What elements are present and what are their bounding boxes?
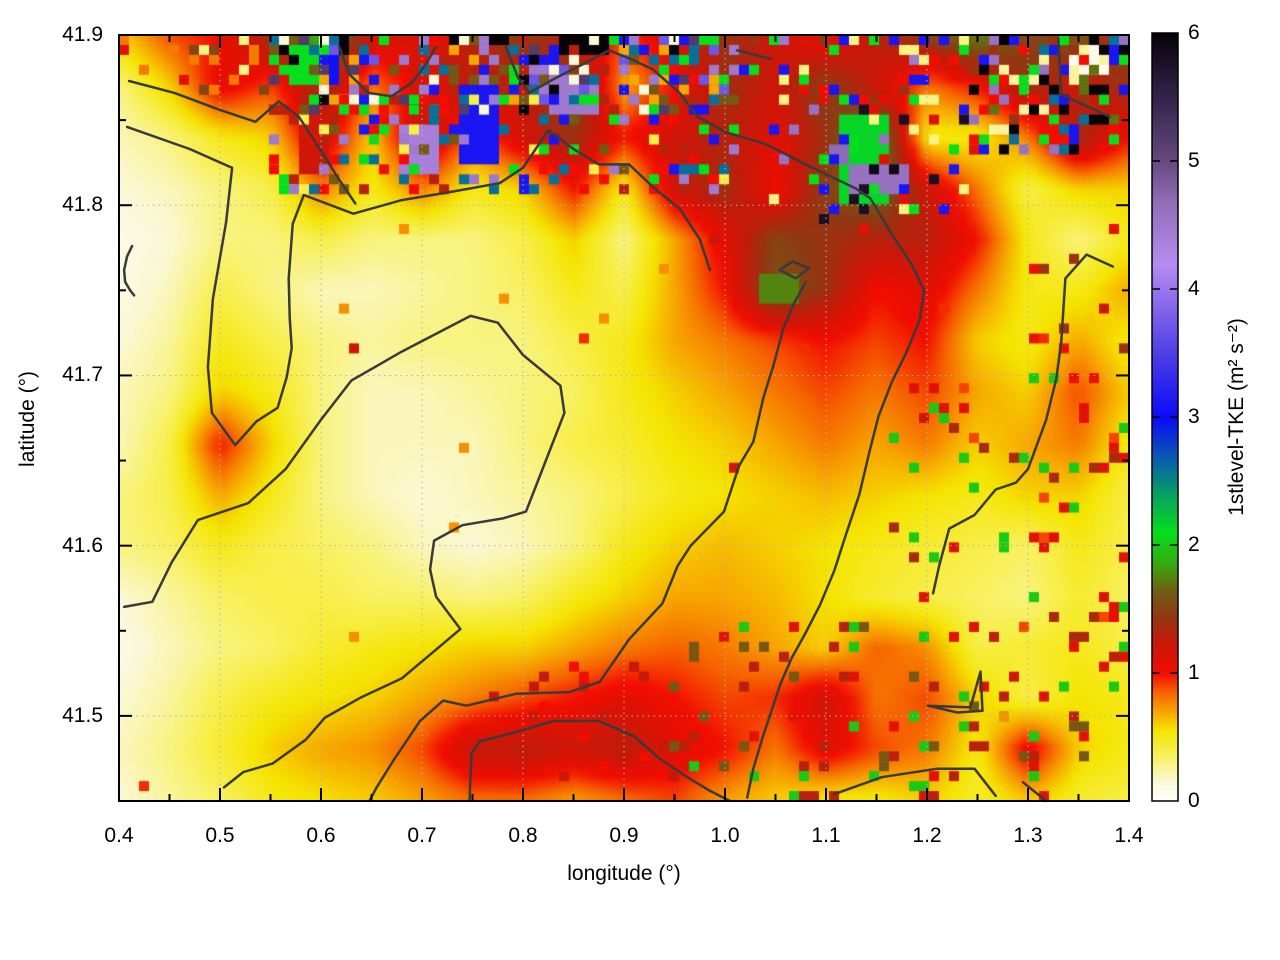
colorbar-tick-label: 6 <box>1188 21 1200 44</box>
contour-line <box>468 719 732 803</box>
contour-line <box>122 314 566 789</box>
contour-line <box>1021 781 1048 803</box>
x-axis-title: longitude (°) <box>567 862 681 885</box>
colorbar-border <box>1151 32 1179 802</box>
contour-line <box>1057 37 1112 118</box>
contour-line <box>125 125 712 447</box>
contour-lines <box>122 37 1115 803</box>
contour-line <box>122 244 136 297</box>
y-tick-label: 41.9 <box>62 23 103 46</box>
x-tick-label: 0.6 <box>306 824 336 847</box>
plot-border <box>118 34 1130 802</box>
contour-line <box>127 79 357 205</box>
colorbar-title: 1stlevel-TKE (m² s⁻²) <box>1225 318 1248 516</box>
contour-line <box>368 280 808 803</box>
x-tick-label: 0.5 <box>205 824 235 847</box>
contour-line <box>778 260 811 280</box>
colorbar-tick-label: 5 <box>1188 149 1200 172</box>
x-tick-label: 0.8 <box>508 824 538 847</box>
x-tick-label: 1.0 <box>710 824 740 847</box>
y-tick-label: 41.7 <box>62 363 103 387</box>
colorbar-tick-label: 3 <box>1188 405 1200 428</box>
y-tick-label: 41.6 <box>62 533 103 557</box>
x-tick-label: 1.2 <box>912 824 942 847</box>
x-tick-label: 1.1 <box>811 824 841 847</box>
contour-line <box>931 253 1115 595</box>
contour-line <box>832 767 997 798</box>
x-tick-label: 0.7 <box>407 824 437 847</box>
x-tick-label: 0.9 <box>609 824 639 847</box>
plot-overlay <box>118 34 1130 803</box>
contour-line <box>926 670 984 714</box>
x-tick-label: 1.4 <box>1114 824 1144 847</box>
y-axis-title: latitude (°) <box>16 371 39 467</box>
colorbar-tick-label: 0 <box>1188 789 1200 812</box>
contour-line <box>735 49 772 61</box>
colorbar-tick-label: 2 <box>1188 533 1200 556</box>
colorbar-frame <box>1151 32 1179 802</box>
y-tick-label: 41.8 <box>62 193 103 217</box>
x-tick-label: 1.3 <box>1013 824 1043 847</box>
colorbar-tick-label: 4 <box>1188 277 1200 300</box>
x-tick-label: 0.4 <box>104 824 134 847</box>
colorbar-tick-label: 1 <box>1188 661 1200 684</box>
contour-line <box>504 45 926 799</box>
y-tick-label: 41.5 <box>62 703 103 727</box>
tick-marks <box>118 34 1130 802</box>
contour-line <box>337 45 438 98</box>
